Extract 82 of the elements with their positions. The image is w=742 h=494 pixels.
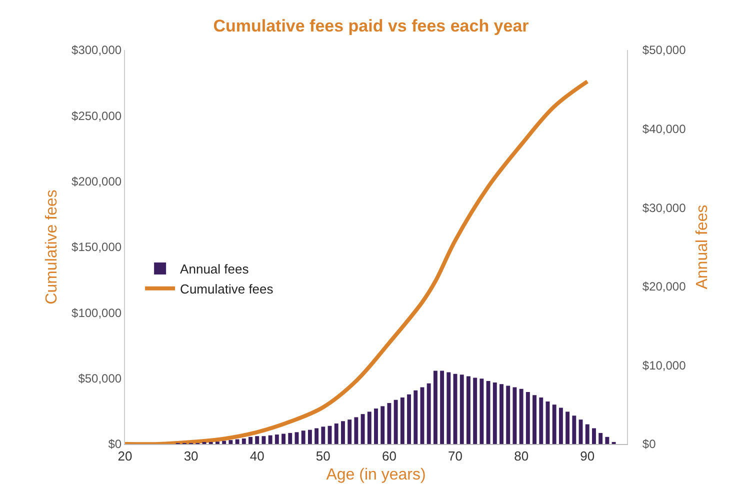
y-tick-label: $200,000 bbox=[72, 174, 122, 189]
bar bbox=[301, 430, 306, 444]
bar bbox=[426, 383, 431, 444]
x-tick-label: 80 bbox=[514, 448, 529, 464]
bar bbox=[414, 390, 418, 444]
y-tick-label: $0 bbox=[108, 437, 122, 452]
legend-label: Cumulative fees bbox=[180, 281, 274, 296]
line-series bbox=[125, 80, 590, 444]
bar bbox=[314, 428, 319, 444]
x-tick-label: 30 bbox=[184, 448, 198, 464]
bar bbox=[526, 392, 530, 444]
chart-title: Cumulative fees paid vs fees each year bbox=[213, 16, 530, 36]
bar bbox=[539, 398, 544, 444]
bar bbox=[460, 374, 464, 444]
bar bbox=[480, 378, 484, 444]
bar bbox=[558, 408, 563, 444]
bar bbox=[519, 388, 524, 444]
bar bbox=[572, 416, 576, 444]
bar bbox=[486, 380, 490, 444]
y-tick-label: $300,000 bbox=[72, 43, 122, 58]
bar bbox=[552, 404, 556, 444]
bar bbox=[228, 440, 233, 444]
y-axis-title: Cumulative fees bbox=[43, 190, 60, 304]
bar bbox=[407, 394, 412, 444]
x-tick-label: 70 bbox=[448, 448, 462, 464]
x-tick-label: 90 bbox=[580, 448, 595, 464]
y-tick-label: $100,000 bbox=[72, 306, 122, 320]
bar bbox=[222, 440, 226, 444]
bar bbox=[532, 395, 537, 444]
bar bbox=[512, 387, 517, 444]
y-tick-label: $250,000 bbox=[72, 108, 122, 123]
bar bbox=[321, 426, 326, 444]
y2-tick-label: $40,000 bbox=[642, 122, 686, 136]
bar bbox=[400, 398, 404, 444]
y2-tick-label: $50,000 bbox=[642, 43, 686, 58]
y-tick-label: $50,000 bbox=[78, 372, 122, 386]
bar bbox=[598, 432, 603, 444]
x-tick-label: 50 bbox=[316, 448, 330, 464]
bar bbox=[354, 417, 358, 444]
bar bbox=[294, 432, 299, 444]
bar bbox=[506, 386, 510, 444]
bar bbox=[446, 372, 451, 444]
bar bbox=[242, 438, 246, 444]
bar bbox=[433, 370, 438, 444]
bar bbox=[585, 424, 590, 444]
bar bbox=[340, 421, 345, 444]
bar bbox=[592, 428, 596, 444]
x-tick-label: 20 bbox=[118, 448, 132, 464]
bar bbox=[262, 436, 266, 444]
bar bbox=[268, 435, 272, 444]
bar bbox=[394, 400, 398, 444]
bar bbox=[248, 436, 252, 444]
bar bbox=[367, 412, 372, 444]
bar bbox=[466, 376, 470, 444]
y2-tick-label: $30,000 bbox=[642, 200, 686, 215]
bar bbox=[288, 432, 292, 444]
x-tick-label: 60 bbox=[382, 448, 396, 464]
bar bbox=[255, 436, 260, 444]
bar bbox=[473, 378, 478, 444]
bar bbox=[440, 370, 444, 444]
bar bbox=[387, 403, 392, 444]
bar bbox=[605, 436, 610, 444]
bar bbox=[374, 408, 378, 444]
bar bbox=[566, 412, 570, 444]
bar bbox=[235, 439, 240, 444]
y2-tick-label: $20,000 bbox=[642, 280, 686, 294]
bar bbox=[334, 424, 338, 444]
bar bbox=[492, 382, 497, 444]
x-tick-label: 40 bbox=[250, 448, 264, 464]
bar bbox=[274, 434, 279, 444]
bar bbox=[348, 420, 352, 444]
y2-tick-label: $10,000 bbox=[642, 358, 686, 372]
legend-label: Annual fees bbox=[180, 262, 250, 277]
y2-tick-label: $0 bbox=[642, 437, 656, 452]
bar bbox=[282, 434, 286, 444]
x-axis-title: Age (in years) bbox=[326, 466, 426, 484]
bar bbox=[360, 414, 365, 444]
bar bbox=[500, 384, 504, 444]
y2-axis-title: Annual fees bbox=[694, 204, 711, 290]
bar bbox=[308, 430, 312, 444]
bar bbox=[380, 406, 385, 444]
y-tick-label: $150,000 bbox=[72, 240, 122, 254]
